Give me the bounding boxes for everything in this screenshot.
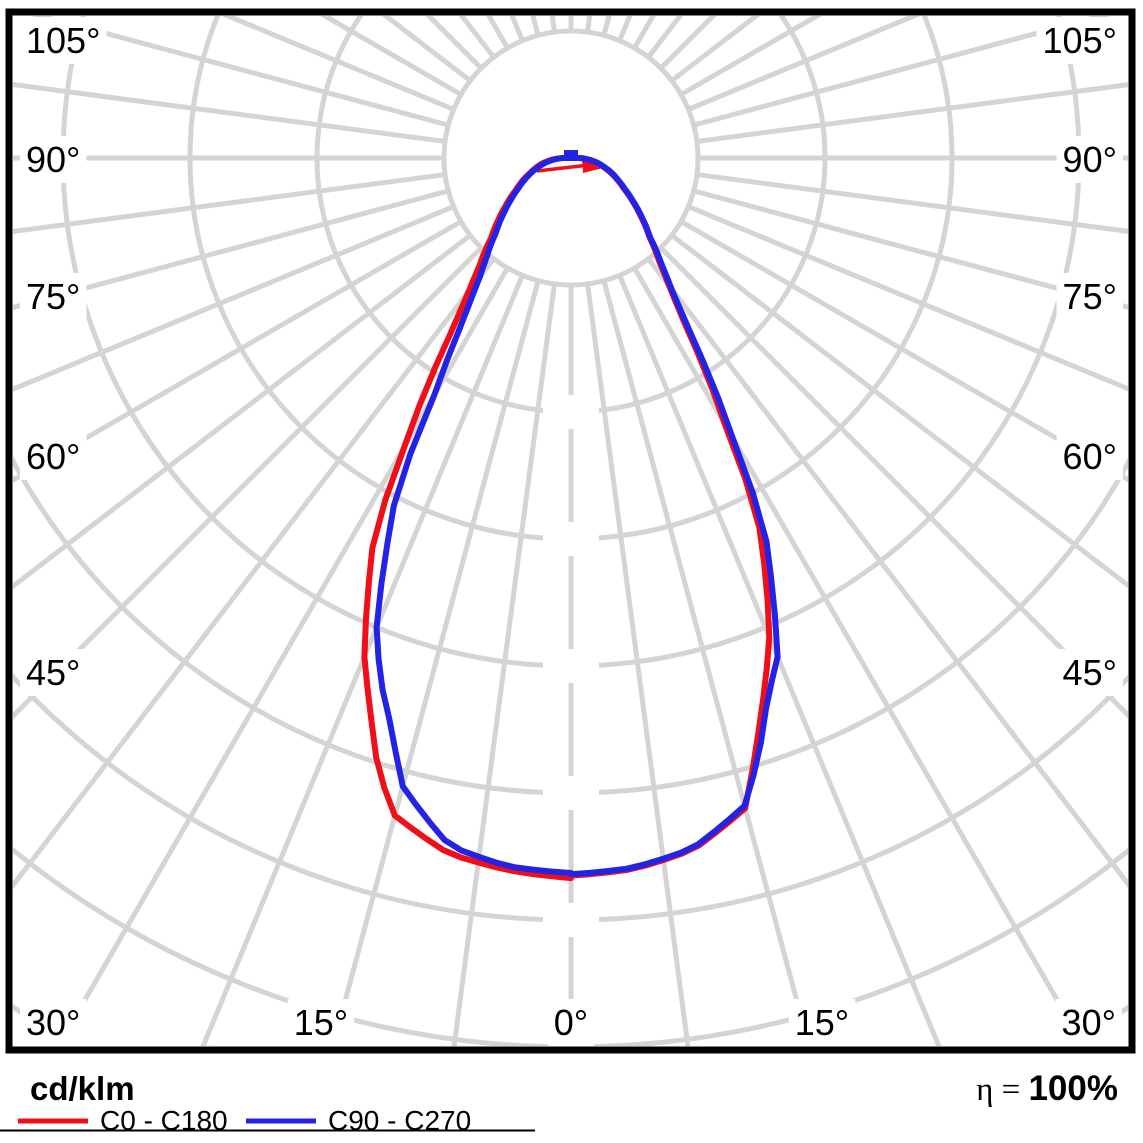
angle-label: 75° xyxy=(1063,276,1117,317)
angle-label: 30° xyxy=(26,1002,80,1043)
angle-label: 0° xyxy=(554,1002,588,1043)
angle-label: 60° xyxy=(26,436,80,477)
angle-labels: 105° 90° 75° 60° 45° 105° 90° 75° 60° 45° 30° 15° 0°… xyxy=(20,17,1123,1046)
angle-label: 15° xyxy=(795,1002,849,1043)
angle-label: 45° xyxy=(26,652,80,693)
axis-value-boxes xyxy=(543,395,599,937)
angle-label: 90° xyxy=(1063,139,1117,180)
angle-label: 45° xyxy=(1063,652,1117,693)
angle-label: 105° xyxy=(1043,20,1117,61)
angle-label: 90° xyxy=(26,139,80,180)
angle-label: 30° xyxy=(1062,1002,1116,1043)
angle-label: 60° xyxy=(1063,436,1117,477)
angle-label: 15° xyxy=(294,1002,348,1043)
curve-c90-c270 xyxy=(373,155,781,878)
angle-label: 75° xyxy=(26,276,80,317)
efficiency-label: η = 100% xyxy=(976,1069,1118,1108)
efficiency-value: 100% xyxy=(1028,1069,1118,1108)
unit-label: cd/klm xyxy=(30,1070,135,1107)
intensity-curves xyxy=(361,150,781,882)
angle-label: 105° xyxy=(26,20,100,61)
efficiency-prefix: η = xyxy=(976,1072,1028,1108)
